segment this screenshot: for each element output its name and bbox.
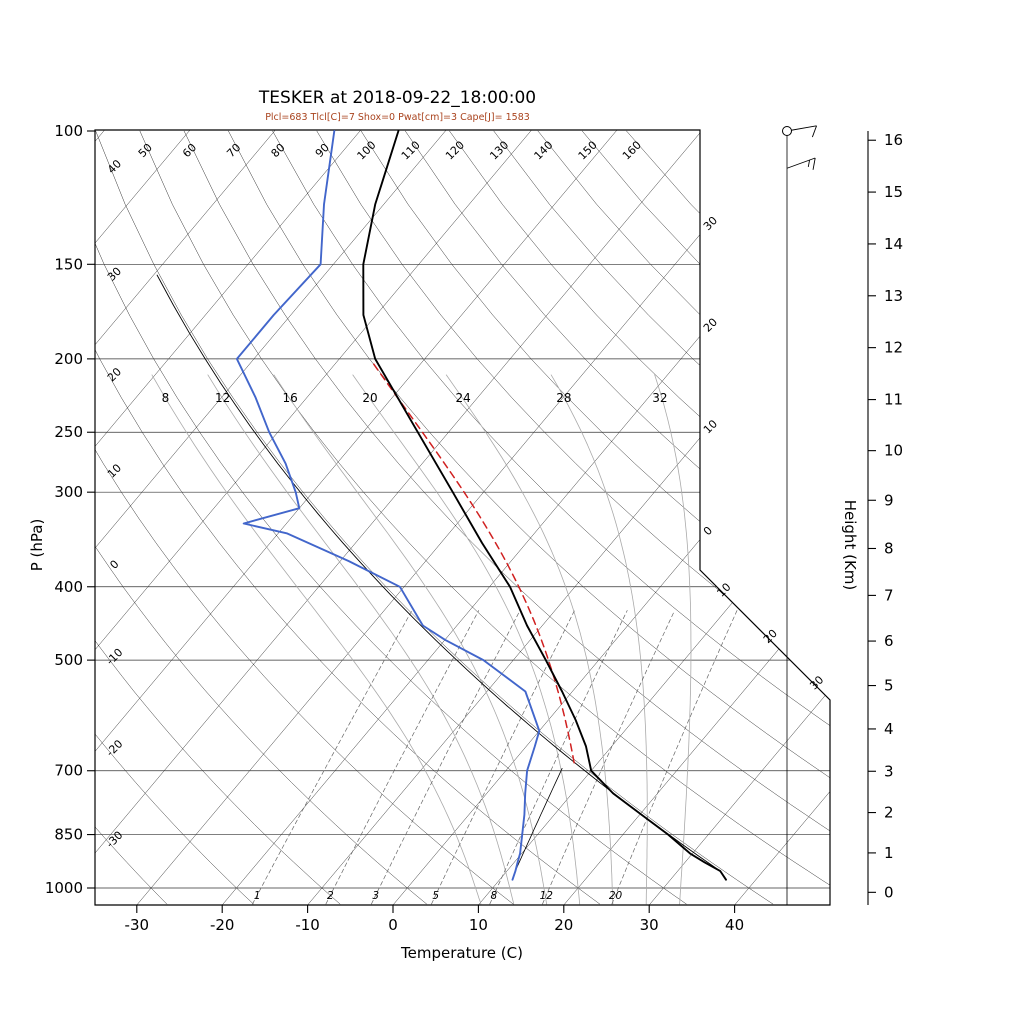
svg-text:5: 5 xyxy=(432,890,439,902)
svg-text:-20: -20 xyxy=(210,916,235,934)
chart-title: TESKER at 2018-09-22_18:00:00 xyxy=(258,88,537,108)
svg-text:9: 9 xyxy=(884,491,894,509)
svg-text:12: 12 xyxy=(215,391,230,405)
svg-text:8: 8 xyxy=(490,890,497,902)
svg-text:3: 3 xyxy=(884,762,894,780)
svg-text:14: 14 xyxy=(884,235,903,253)
grid-labels: 8 12 16 20 24 28 321 2 3 5 8 12 20-30-20-10010203040… xyxy=(104,139,827,902)
svg-text:P (hPa): P (hPa) xyxy=(28,519,46,572)
svg-text:850: 850 xyxy=(54,826,83,844)
svg-text:150: 150 xyxy=(576,139,600,163)
svg-text:11: 11 xyxy=(884,391,903,409)
svg-text:3: 3 xyxy=(372,890,379,902)
svg-text:250: 250 xyxy=(54,423,83,441)
svg-text:7: 7 xyxy=(884,586,894,604)
svg-text:20: 20 xyxy=(609,890,623,902)
svg-text:70: 70 xyxy=(224,141,243,160)
svg-text:10: 10 xyxy=(884,442,903,460)
svg-text:28: 28 xyxy=(556,391,571,405)
plot-frame xyxy=(94,129,831,906)
wind-barbs xyxy=(782,125,817,905)
svg-text:40: 40 xyxy=(725,916,744,934)
svg-text:110: 110 xyxy=(399,139,423,163)
svg-text:-30: -30 xyxy=(125,916,150,934)
svg-text:Height (Km): Height (Km) xyxy=(841,500,859,591)
svg-text:80: 80 xyxy=(269,141,288,160)
svg-text:-20: -20 xyxy=(104,737,126,759)
svg-text:100: 100 xyxy=(355,139,379,163)
svg-text:10: 10 xyxy=(469,916,488,934)
svg-text:10: 10 xyxy=(105,462,124,481)
background-grid xyxy=(95,130,830,905)
svg-text:-30: -30 xyxy=(104,829,126,851)
svg-text:1: 1 xyxy=(254,890,261,902)
svg-text:120: 120 xyxy=(443,139,467,163)
svg-text:10: 10 xyxy=(714,580,733,599)
dewpoint-curve xyxy=(235,130,541,881)
svg-text:30: 30 xyxy=(640,916,659,934)
svg-text:15: 15 xyxy=(884,183,903,201)
svg-text:150: 150 xyxy=(54,255,83,273)
svg-text:130: 130 xyxy=(487,139,511,163)
svg-text:5: 5 xyxy=(884,677,894,695)
svg-text:1: 1 xyxy=(884,844,894,862)
svg-text:200: 200 xyxy=(54,350,83,368)
svg-text:30: 30 xyxy=(105,265,124,284)
svg-text:50: 50 xyxy=(136,141,155,160)
svg-text:0: 0 xyxy=(388,916,398,934)
moist-adiabats xyxy=(151,374,692,905)
svg-text:13: 13 xyxy=(884,287,903,305)
svg-text:0: 0 xyxy=(701,524,715,538)
svg-text:2: 2 xyxy=(327,890,334,902)
svg-text:32: 32 xyxy=(652,391,667,405)
svg-text:400: 400 xyxy=(54,578,83,596)
svg-text:12: 12 xyxy=(540,890,554,902)
svg-text:90: 90 xyxy=(313,141,332,160)
svg-text:0: 0 xyxy=(107,558,121,572)
chart-parameters-line: Plcl=683 Tlcl[C]=7 Shox=0 Pwat[cm]=3 Cap… xyxy=(265,112,530,123)
svg-text:20: 20 xyxy=(362,391,377,405)
svg-text:300: 300 xyxy=(54,483,83,501)
svg-text:8: 8 xyxy=(162,391,170,405)
svg-text:12: 12 xyxy=(884,339,903,357)
svg-text:16: 16 xyxy=(884,131,903,149)
svg-text:30: 30 xyxy=(701,214,720,233)
mixing-ratio-lines xyxy=(252,610,738,905)
svg-text:6: 6 xyxy=(884,632,894,650)
svg-text:20: 20 xyxy=(105,365,124,384)
svg-text:20: 20 xyxy=(761,627,780,646)
svg-text:2: 2 xyxy=(884,804,894,822)
svg-text:40: 40 xyxy=(105,157,124,176)
svg-text:0: 0 xyxy=(884,883,894,901)
svg-text:Temperature (C): Temperature (C) xyxy=(400,944,523,962)
svg-text:30: 30 xyxy=(807,673,826,692)
svg-text:100: 100 xyxy=(54,122,83,140)
svg-text:140: 140 xyxy=(531,139,555,163)
parcel-path xyxy=(372,363,575,764)
svg-text:-10: -10 xyxy=(295,916,320,934)
svg-text:700: 700 xyxy=(54,762,83,780)
svg-text:24: 24 xyxy=(456,391,471,405)
svg-text:-10: -10 xyxy=(104,646,126,668)
svg-text:16: 16 xyxy=(282,391,297,405)
sounding-profiles xyxy=(156,274,721,872)
svg-text:4: 4 xyxy=(884,720,894,738)
svg-text:8: 8 xyxy=(884,539,894,557)
svg-text:1000: 1000 xyxy=(45,879,83,897)
svg-text:20: 20 xyxy=(701,316,720,335)
svg-text:10: 10 xyxy=(701,417,720,436)
temperature-curve xyxy=(362,130,727,881)
svg-text:160: 160 xyxy=(620,139,644,163)
svg-text:20: 20 xyxy=(554,916,573,934)
svg-text:500: 500 xyxy=(54,651,83,669)
svg-text:60: 60 xyxy=(180,141,199,160)
